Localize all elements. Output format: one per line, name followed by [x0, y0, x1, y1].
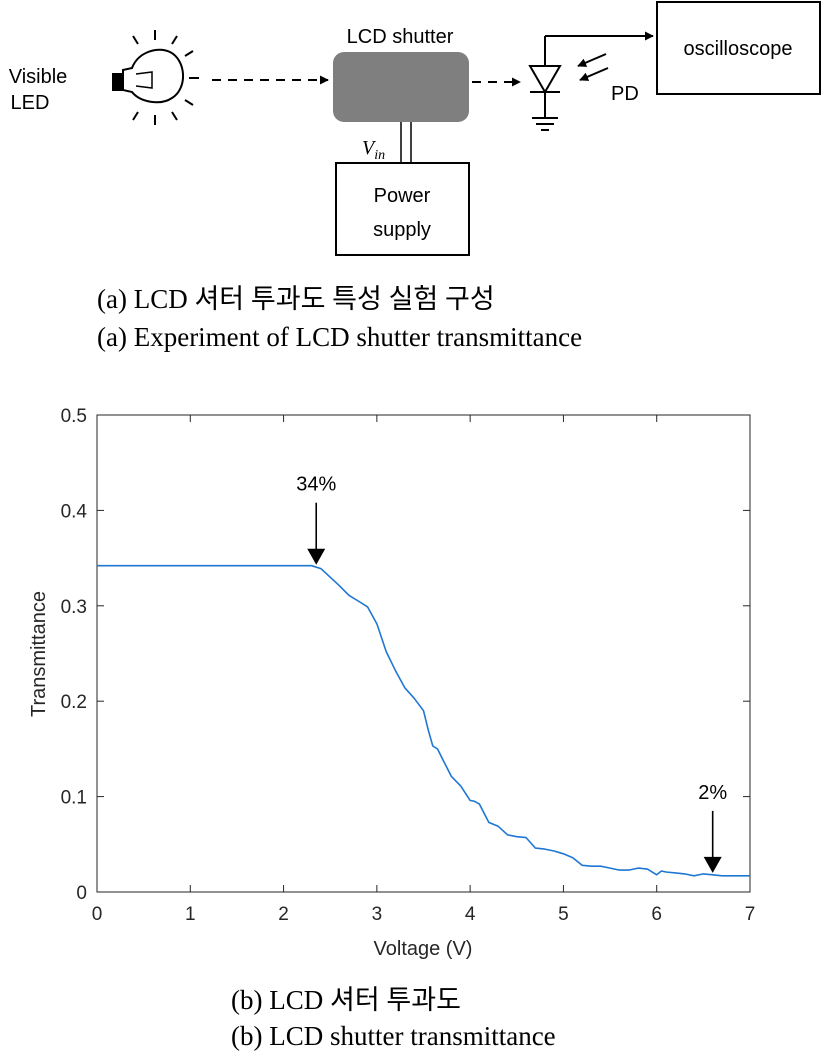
y-tick-label: 0	[76, 883, 87, 904]
y-tick-label: 0.5	[61, 406, 87, 427]
vin-label: Vin	[362, 137, 385, 163]
led-bulb-icon	[112, 30, 199, 125]
lcd-shutter-block	[333, 52, 469, 122]
x-axis-label: Voltage (V)	[374, 938, 473, 960]
transmittance-series-line	[97, 564, 750, 877]
shutter-label: LCD shutter	[347, 26, 454, 48]
y-tick-label: 0.3	[61, 597, 87, 618]
source-label-line1: Visible	[9, 66, 68, 88]
power-label-line1: Power	[374, 185, 431, 207]
oscilloscope-box	[656, 1, 821, 95]
pd-label: PD	[611, 83, 639, 105]
y-tick-label: 0.1	[61, 788, 87, 809]
source-label-line2: LED	[11, 92, 50, 114]
x-tick-label: 3	[372, 904, 383, 925]
annotation-label: 34%	[296, 474, 336, 496]
y-axis-label: Transmittance	[28, 591, 50, 717]
power-supply-box	[335, 162, 470, 256]
annotation-arrow-head	[307, 548, 326, 565]
x-tick-label: 1	[185, 904, 196, 925]
x-tick-label: 6	[651, 904, 662, 925]
incident-light-arrow-2	[579, 67, 609, 81]
annotation-label: 2%	[698, 782, 727, 804]
y-tick-label: 0.4	[61, 501, 88, 522]
x-tick-label: 0	[92, 904, 103, 925]
annotation-arrow-head	[703, 856, 722, 873]
caption-b-korean: (b) LCD 셔터 투과도	[231, 985, 461, 1015]
oscilloscope-label: oscilloscope	[684, 38, 793, 60]
transmittance-chart: 0 0.1 0.2 0.3 0.4 0.5 0 1 2 3 4 5 6 7 34% 2% Voltage …	[28, 406, 756, 960]
power-label-line2: supply	[373, 219, 431, 241]
caption-b-english: (b) LCD shutter transmittance	[231, 1021, 556, 1051]
x-tick-label: 2	[278, 904, 289, 925]
caption-a-english: (a) Experiment of LCD shutter transmitta…	[97, 322, 583, 352]
caption-a-korean: (a) LCD 셔터 투과도 특성 실험 구성	[97, 284, 495, 314]
x-tick-label: 5	[558, 904, 569, 925]
plot-area	[96, 414, 751, 893]
photodiode-icon	[528, 36, 562, 131]
incident-light-arrow-1	[577, 53, 607, 67]
y-tick-label: 0.2	[61, 692, 87, 713]
x-tick-label: 7	[745, 904, 756, 925]
experiment-setup-diagram: Visible LED LCD shutter Vin Power supply	[9, 1, 821, 256]
x-tick-label: 4	[465, 904, 476, 925]
